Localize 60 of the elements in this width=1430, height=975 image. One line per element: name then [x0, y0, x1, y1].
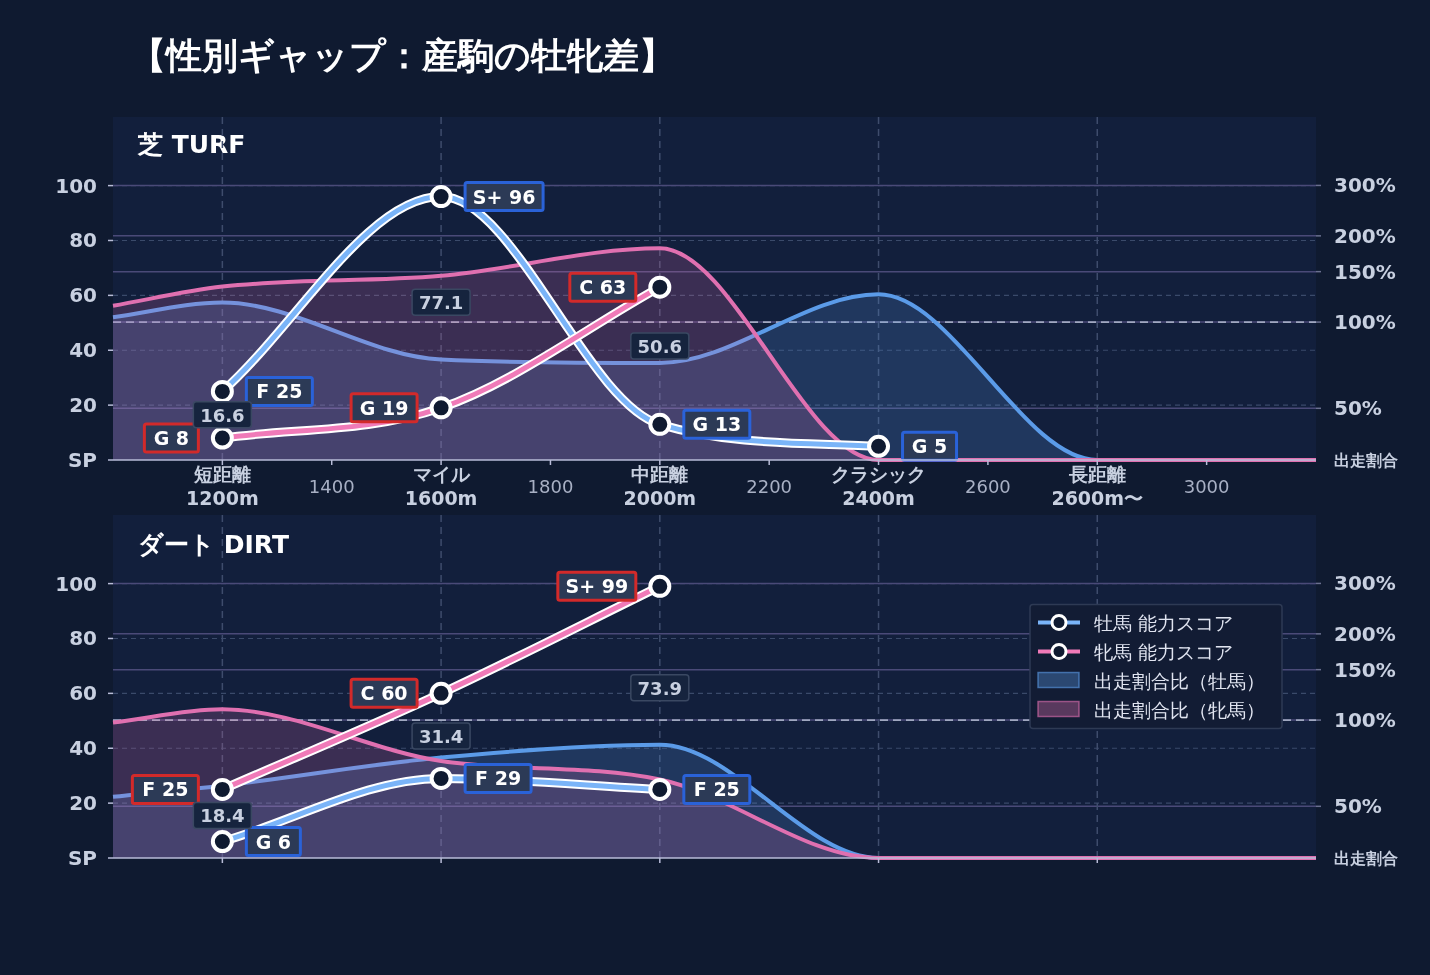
y-tick-label: 20 — [69, 393, 97, 418]
legend-label: 出走割合比（牡馬） — [1094, 669, 1265, 692]
x-tick-label: 3000 — [1183, 476, 1230, 497]
y2-tick-label: 200% — [1334, 621, 1396, 646]
y-tick-label: 60 — [69, 283, 97, 308]
x-tick-label: 長距離 2600m〜 — [1051, 463, 1144, 509]
legend-label: 牡馬 能力スコア — [1094, 611, 1234, 634]
annotation: 73.9 — [637, 677, 683, 699]
annotation: 77.1 — [418, 292, 464, 314]
chart-title: 【性別ギャップ：産駒の牡牝差】 — [130, 35, 675, 76]
data-label: F 25 — [693, 778, 740, 801]
data-label: F 29 — [475, 767, 522, 790]
annotation: 50.6 — [637, 335, 683, 357]
y2-tick-label: 50% — [1334, 396, 1382, 421]
y-tick-label: 100 — [55, 173, 97, 198]
x-tick-label: マイル 1600m — [404, 463, 478, 509]
x-tick-label: 1800 — [527, 476, 574, 497]
data-label: G 5 — [911, 435, 948, 458]
y-tick-label: 100 — [55, 571, 97, 596]
x-tick-label: クラシック 2400m — [831, 463, 927, 509]
x-tick-label: 中距離 2000m — [623, 463, 697, 509]
legend-label: 牝馬 能力スコア — [1094, 640, 1234, 663]
y2-tick-label: 100% — [1334, 310, 1396, 335]
y2-tick-label: 300% — [1334, 571, 1396, 596]
y2-tick-label: 100% — [1334, 708, 1396, 733]
text: ダート DIRT — [138, 530, 289, 559]
y-tick-label: 40 — [69, 736, 97, 761]
y-tick-label: SP — [67, 448, 97, 472]
y2-tick-label: 200% — [1334, 223, 1396, 248]
y2-tick-label: 300% — [1334, 173, 1396, 198]
data-label: G 19 — [359, 396, 409, 419]
x-tick-label: 1400 — [308, 476, 355, 497]
y2-axis-title: 出走割合 — [1334, 451, 1398, 470]
x-tick-label: 2600 — [965, 476, 1011, 497]
y-tick-label: 60 — [69, 681, 97, 706]
data-label: S+ 99 — [565, 575, 629, 598]
data-label: G 8 — [153, 427, 190, 450]
y-tick-label: 40 — [69, 338, 97, 363]
data-label: S+ 96 — [472, 185, 536, 208]
y2-tick-label: 150% — [1334, 657, 1396, 682]
x-tick-label: 短距離 1200m — [186, 463, 259, 509]
x-tick-label: 2200 — [746, 476, 793, 497]
data-label: G 13 — [692, 413, 742, 436]
data-label: F 25 — [142, 778, 189, 801]
annotation: 31.4 — [418, 725, 464, 747]
annotation: 16.6 — [200, 404, 245, 426]
y2-tick-label: 50% — [1334, 794, 1382, 819]
y2-axis-title: 出走割合 — [1334, 849, 1398, 868]
y2-tick-label: 150% — [1334, 259, 1396, 284]
y-tick-label: 20 — [69, 791, 97, 816]
data-label: G 6 — [255, 830, 292, 853]
legend-label: 出走割合比（牝馬） — [1094, 698, 1265, 721]
y-tick-label: SP — [67, 846, 97, 870]
data-label: F 25 — [256, 380, 303, 403]
annotation: 18.4 — [200, 805, 245, 827]
y-tick-label: 80 — [69, 228, 97, 253]
y-tick-label: 80 — [69, 626, 97, 651]
data-label: C 63 — [579, 276, 627, 299]
text: 芝 TURF — [137, 130, 246, 159]
data-label: C 60 — [360, 682, 408, 705]
